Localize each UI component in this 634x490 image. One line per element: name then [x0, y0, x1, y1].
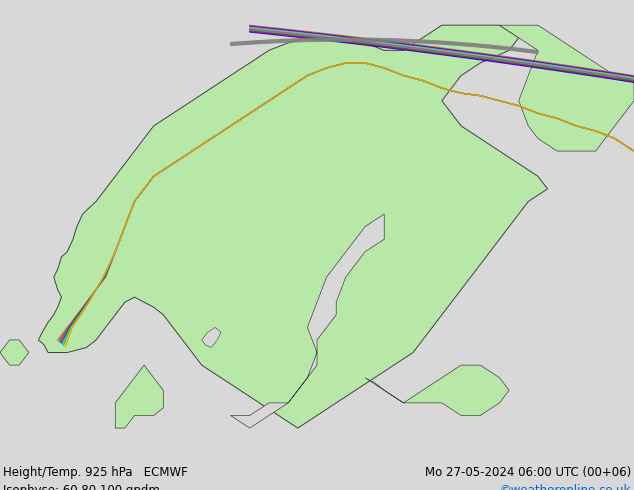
Text: Isophyse: 60 80 100 gpdm: Isophyse: 60 80 100 gpdm: [3, 485, 160, 490]
Text: Height/Temp. 925 hPa   ECMWF: Height/Temp. 925 hPa ECMWF: [3, 466, 188, 479]
Polygon shape: [115, 365, 164, 428]
Polygon shape: [365, 365, 509, 416]
Polygon shape: [39, 25, 548, 428]
Text: Mo 27-05-2024 06:00 UTC (00+06): Mo 27-05-2024 06:00 UTC (00+06): [425, 466, 631, 479]
Text: ©weatheronline.co.uk: ©weatheronline.co.uk: [500, 485, 631, 490]
Polygon shape: [202, 327, 221, 347]
Polygon shape: [500, 25, 634, 151]
Polygon shape: [231, 214, 384, 428]
Polygon shape: [0, 340, 29, 365]
